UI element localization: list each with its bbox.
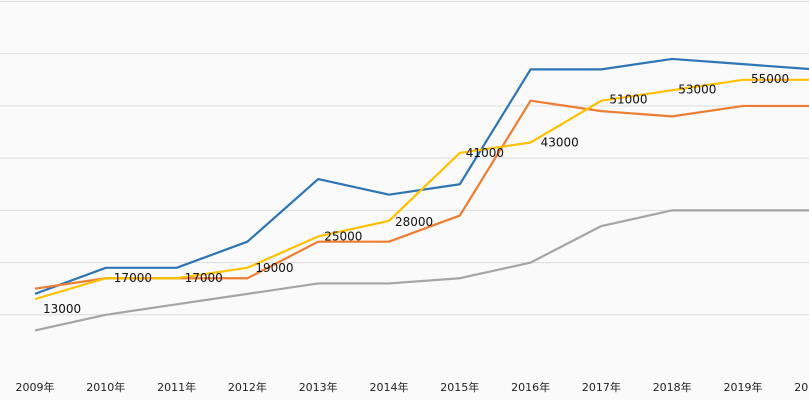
data-label: 53000 xyxy=(678,82,716,96)
series-line-4 xyxy=(34,209,809,332)
data-label: 41000 xyxy=(466,146,504,160)
x-tick-label: 2012年 xyxy=(228,380,267,394)
gridlines xyxy=(0,1,809,316)
x-tick-label: 2013年 xyxy=(299,380,338,394)
x-tick-label: 2014年 xyxy=(370,380,409,394)
series-line-2 xyxy=(34,99,809,290)
series-line-1 xyxy=(34,57,809,295)
data-label: 19000 xyxy=(255,261,293,275)
x-tick-label: 2016年 xyxy=(511,380,550,394)
series-lines xyxy=(34,57,809,332)
x-tick-label: 2018年 xyxy=(653,380,692,394)
x-tick-label: 2011年 xyxy=(157,380,196,394)
series-line-3 xyxy=(34,78,809,301)
data-label: 55000 xyxy=(751,72,789,86)
data-label: 51000 xyxy=(609,93,647,107)
x-tick-label: 2019年 xyxy=(724,380,763,394)
x-tick-label: 2010年 xyxy=(86,380,125,394)
x-tick-label: 2017年 xyxy=(582,380,621,394)
x-tick-label: 2020年 xyxy=(794,380,809,394)
data-label: 25000 xyxy=(324,229,362,243)
data-label: 43000 xyxy=(541,135,579,149)
data-label: 13000 xyxy=(43,302,81,316)
data-label: 28000 xyxy=(395,215,433,229)
data-label: 17000 xyxy=(114,271,152,285)
data-label: 17000 xyxy=(185,271,223,285)
x-tick-label: 2009年 xyxy=(16,380,55,394)
x-tick-label: 2015年 xyxy=(440,380,479,394)
data-labels: 13000 17000 17000 19000 25000 28000 41000 43000… xyxy=(43,72,789,316)
x-axis: 2009年 2010年 2011年 2012年 2013年 2014年 2015年 2016年… xyxy=(16,380,809,394)
